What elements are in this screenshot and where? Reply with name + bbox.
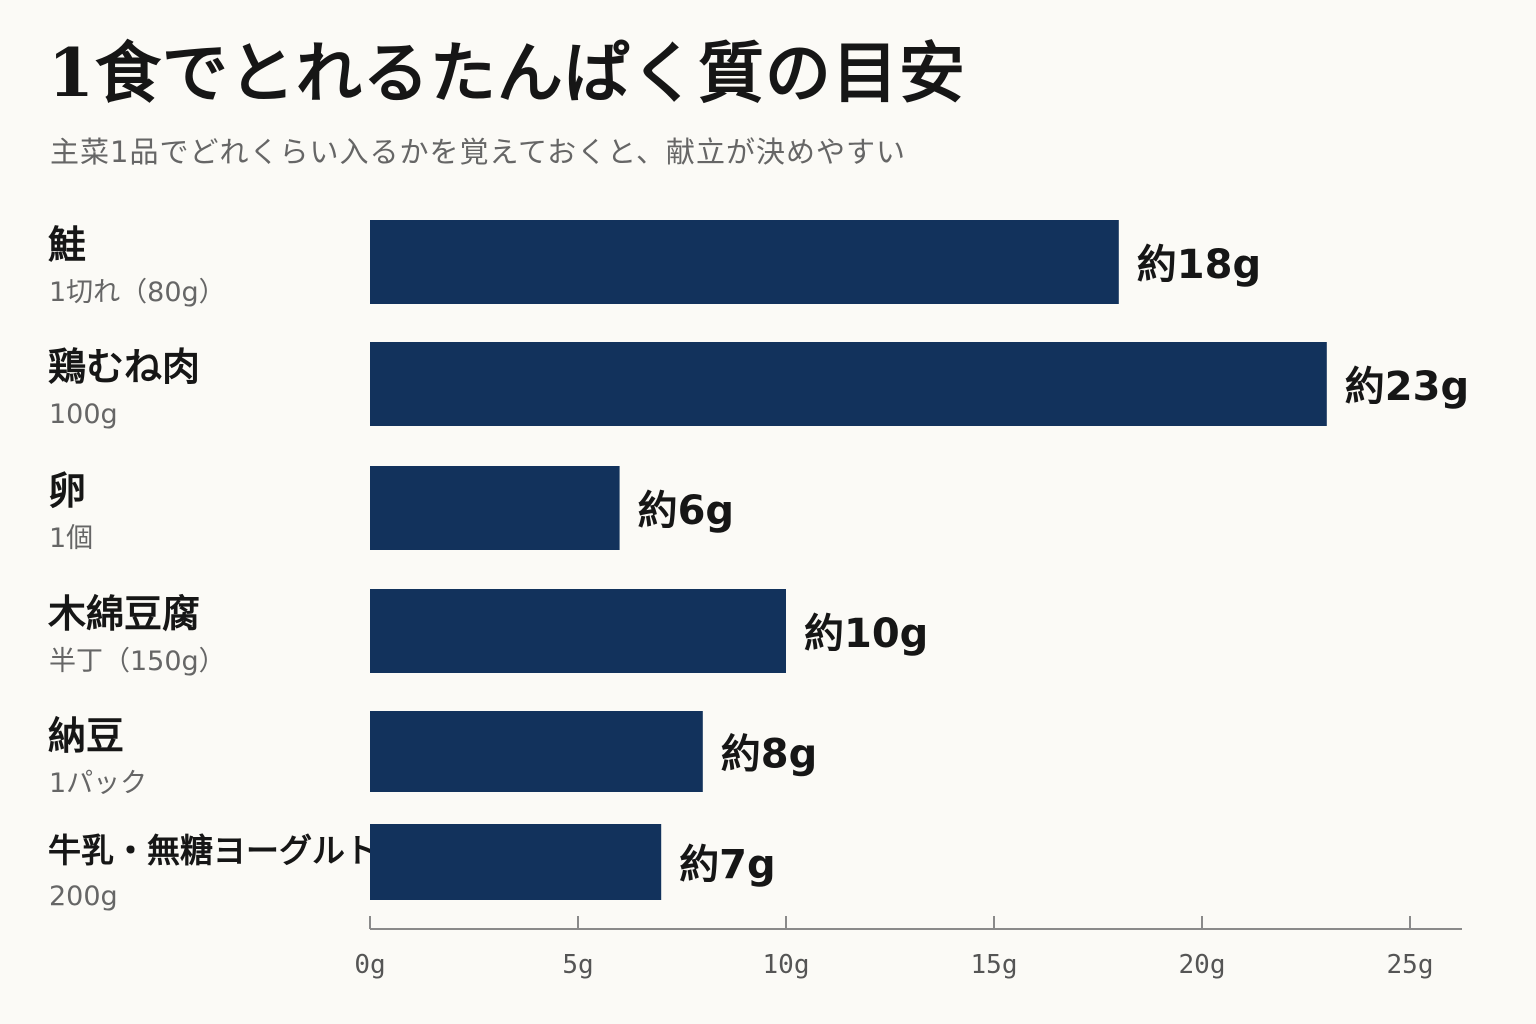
x-tick-label: 10g [763, 950, 810, 980]
value-label: 約8g [721, 732, 817, 778]
value-label: 約10g [804, 611, 928, 657]
value-label: 約6g [638, 488, 734, 534]
bar [370, 824, 662, 900]
bar [370, 342, 1327, 426]
category-label: 木綿豆腐 [48, 592, 200, 636]
chart-title: 1食でとれるたんぱく質の目安 [48, 34, 966, 112]
x-tick-label: 15g [971, 950, 1018, 980]
portion-label: 1切れ（80g） [49, 277, 226, 308]
bar [370, 466, 620, 550]
value-label: 約23g [1345, 364, 1469, 410]
x-tick-label: 25g [1387, 950, 1434, 980]
bar [370, 711, 703, 792]
category-label: 鶏むね肉 [48, 345, 200, 389]
category-label: 納豆 [48, 714, 124, 758]
value-label: 約7g [679, 842, 775, 888]
portion-label: 200g [49, 881, 118, 912]
category-label: 卵 [48, 469, 86, 513]
portion-label: 1個 [49, 523, 93, 554]
x-tick-label: 20g [1179, 950, 1226, 980]
portion-label: 半丁（150g） [49, 646, 226, 677]
value-labels: 約18g 約23g 約6g 約10g 約8g 約7g [638, 242, 1469, 888]
value-label: 約18g [1137, 242, 1261, 288]
x-tick-label: 0g [354, 950, 385, 980]
chart-subtitle: 主菜1品でどれくらい入るかを覚えておくと、献立が決めやすい [50, 135, 906, 169]
bar [370, 220, 1119, 304]
bars [370, 220, 1327, 900]
x-axis: 0g 5g 10g 15g 20g 25g [354, 916, 1462, 980]
portion-label: 100g [49, 399, 118, 430]
x-tick-label: 5g [562, 950, 593, 980]
portion-label: 1パック [49, 768, 147, 799]
category-label: 鮭 [48, 223, 86, 267]
bar [370, 589, 786, 673]
category-label: 牛乳・無糖ヨーグルト [48, 831, 378, 870]
